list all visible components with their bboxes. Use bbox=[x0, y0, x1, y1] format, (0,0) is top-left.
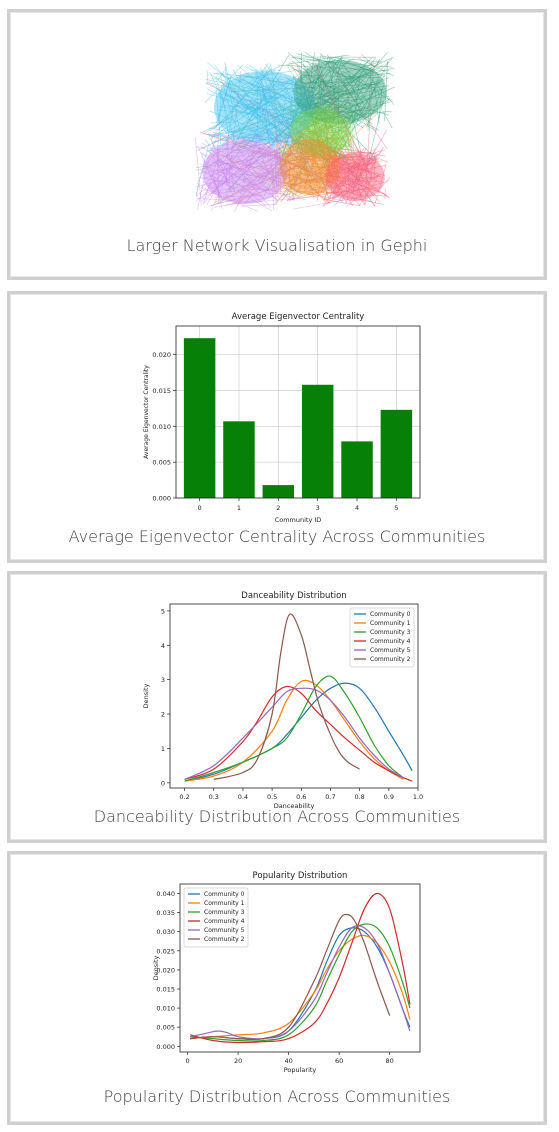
x-tick-label: 0 bbox=[186, 1057, 190, 1065]
plot-frame bbox=[169, 603, 419, 789]
x-tick-label: 0.6 bbox=[296, 793, 306, 801]
y-tick-label: 4 bbox=[161, 642, 165, 650]
network-caption: Larger Network Visualisation in Gephi bbox=[126, 236, 428, 255]
x-tick-label: 5 bbox=[394, 504, 398, 512]
bar-5 bbox=[380, 409, 413, 498]
legend-label: Community 3 bbox=[370, 629, 411, 636]
x-tick-label: 4 bbox=[355, 504, 359, 512]
chart-title: Popularity Distribution bbox=[253, 871, 348, 881]
bar-0 bbox=[183, 338, 216, 498]
x-tick-label: 3 bbox=[316, 504, 320, 512]
y-axis-label: Density bbox=[152, 955, 160, 980]
network-community-0 bbox=[214, 71, 316, 143]
eigenvector-card: Average Eigenvector Centrality 0.000 0.005… bbox=[7, 291, 547, 563]
x-tick-label: 60 bbox=[335, 1057, 343, 1065]
y-tick-label: 0.030 bbox=[156, 928, 175, 936]
series-line-2 bbox=[184, 675, 404, 782]
y-tick-label: 5 bbox=[161, 607, 165, 615]
legend-label: Community 1 bbox=[370, 620, 411, 627]
x-tick-label: 0.9 bbox=[384, 793, 394, 801]
x-axis-label: Community ID bbox=[275, 516, 322, 524]
x-tick-label: 0.8 bbox=[354, 793, 364, 801]
legend-label: Community 0 bbox=[204, 891, 245, 898]
series-line-5 bbox=[213, 613, 360, 780]
x-tick-label: 0.7 bbox=[325, 793, 335, 801]
legend-label: Community 4 bbox=[204, 918, 245, 925]
plot-frame bbox=[175, 325, 421, 499]
legend-label: Community 1 bbox=[204, 900, 245, 907]
bar-1 bbox=[223, 421, 255, 498]
x-tick-label: 0 bbox=[198, 504, 202, 512]
legend-label: Community 4 bbox=[370, 638, 411, 645]
eigenvector-caption: Average Eigenvector Centrality Across Co… bbox=[68, 527, 486, 546]
network-edges bbox=[195, 51, 396, 213]
y-tick-label: 2 bbox=[161, 711, 165, 719]
series-line-1 bbox=[190, 934, 411, 1040]
network-card: Larger Network Visualisation in Gephi bbox=[7, 9, 547, 280]
series-line-3 bbox=[184, 685, 413, 782]
y-tick-label: 0 bbox=[161, 779, 165, 787]
chart-title: Danceability Distribution bbox=[241, 591, 346, 601]
danceability-caption: Danceability Distribution Across Communi… bbox=[93, 807, 461, 826]
y-tick-label: 0.020 bbox=[152, 351, 171, 359]
series-line-5 bbox=[190, 913, 391, 1041]
legend-label: Community 5 bbox=[370, 647, 411, 654]
bar-4 bbox=[341, 441, 373, 498]
chart-title: Average Eigenvector Centrality bbox=[232, 312, 365, 322]
series-line-2 bbox=[190, 923, 411, 1042]
y-axis-label: Density bbox=[142, 683, 150, 708]
y-tick-label: 0.025 bbox=[156, 947, 175, 955]
legend-label: Community 3 bbox=[204, 909, 245, 916]
network-visualisation bbox=[195, 51, 396, 213]
series-line-4 bbox=[184, 687, 404, 780]
x-tick-label: 20 bbox=[234, 1057, 242, 1065]
eigenvector-bar-chart: Average Eigenvector Centrality 0.000 0.005… bbox=[143, 312, 421, 524]
y-tick-label: 0.010 bbox=[152, 423, 171, 431]
x-tick-label: 0.2 bbox=[179, 793, 189, 801]
x-tick-label: 80 bbox=[386, 1057, 394, 1065]
y-tick-label: 3 bbox=[161, 676, 165, 684]
bar-2 bbox=[262, 485, 295, 498]
legend-label: Community 0 bbox=[370, 611, 411, 618]
x-tick-label: 0.4 bbox=[238, 793, 248, 801]
series-line-4 bbox=[189, 925, 411, 1040]
y-axis-label: Average Eigenvector Centrality bbox=[143, 365, 150, 459]
danceability-density-chart: Danceability Distribution 0 1 2 3 4 5 0.2 0.3 0.4… bbox=[142, 591, 423, 810]
network-community-5 bbox=[325, 153, 385, 201]
y-tick-label: 0.040 bbox=[156, 890, 175, 898]
x-axis-label: Popularity bbox=[284, 1066, 317, 1074]
x-tick-label: 2 bbox=[276, 504, 280, 512]
y-tick-label: 0.020 bbox=[156, 966, 175, 974]
x-tick-label: 0.3 bbox=[209, 793, 219, 801]
plot-frame bbox=[179, 883, 421, 1053]
network-community-4 bbox=[280, 139, 340, 195]
legend-label: Community 5 bbox=[204, 927, 245, 934]
network-community-1 bbox=[293, 60, 387, 124]
y-tick-label: 0.010 bbox=[156, 1005, 175, 1013]
x-tick-label: 1 bbox=[237, 504, 241, 512]
bar-3 bbox=[301, 384, 334, 498]
y-tick-label: 0.015 bbox=[152, 387, 171, 395]
y-tick-label: 1 bbox=[161, 745, 165, 753]
network-community-3 bbox=[202, 140, 288, 204]
y-tick-label: 0.035 bbox=[156, 909, 175, 917]
y-tick-label: 0.000 bbox=[152, 495, 171, 503]
y-tick-label: 0.015 bbox=[156, 986, 175, 994]
popularity-density-chart: Popularity Distribution 0.000 0.005 0.010 0.… bbox=[152, 871, 421, 1074]
danceability-card: Danceability Distribution 0 1 2 3 4 5 0.2 0.3 0.4… bbox=[7, 571, 547, 843]
series-line-3 bbox=[189, 892, 411, 1044]
popularity-caption: Popularity Distribution Across Communiti… bbox=[103, 1087, 451, 1106]
x-tick-label: 1.0 bbox=[413, 793, 423, 801]
network-community-2 bbox=[290, 108, 350, 156]
popularity-card: Popularity Distribution 0.000 0.005 0.010 0.… bbox=[7, 851, 547, 1125]
y-tick-label: 0.005 bbox=[152, 459, 171, 467]
x-tick-label: 40 bbox=[284, 1057, 292, 1065]
series-line-0 bbox=[184, 682, 413, 782]
x-tick-label: 0.5 bbox=[267, 793, 277, 801]
y-tick-label: 0.000 bbox=[156, 1043, 175, 1051]
legend-label: Community 2 bbox=[370, 656, 411, 663]
legend-label: Community 2 bbox=[204, 936, 245, 943]
x-axis-label: Danceability bbox=[274, 802, 315, 810]
y-tick-label: 0.005 bbox=[156, 1024, 175, 1032]
